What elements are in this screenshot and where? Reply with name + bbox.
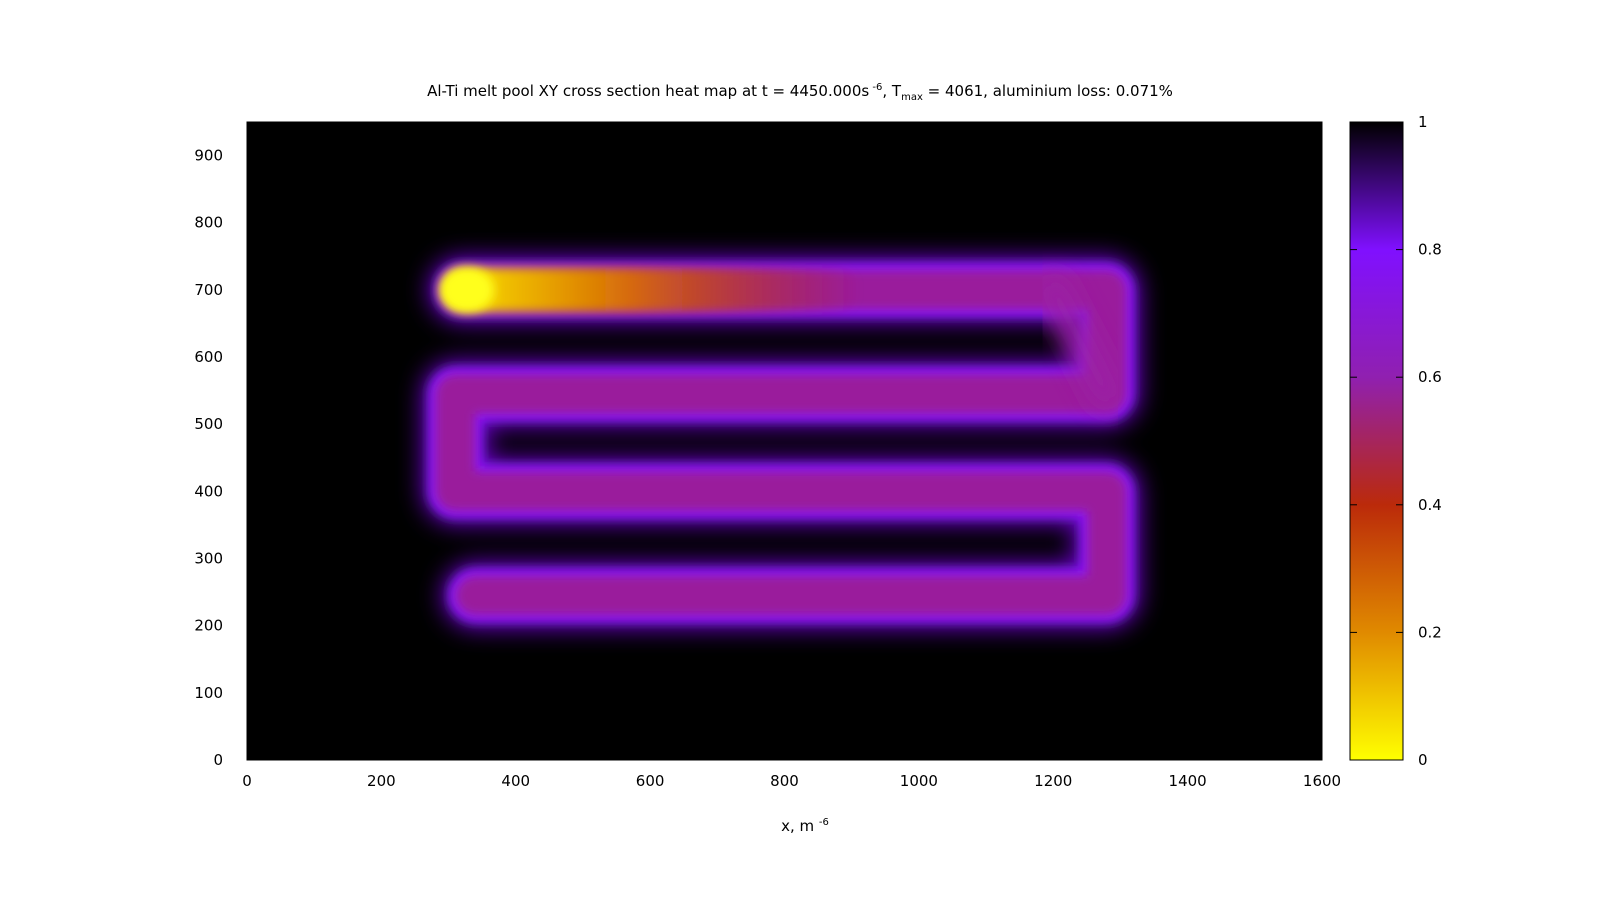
colorbar-ticks: 0 0.2 0.4 0.6 0.8 1 xyxy=(1350,113,1442,769)
y-tick-label: 400 xyxy=(194,482,223,500)
x-tick-label: 200 xyxy=(367,772,396,790)
chart-title: Al-Ti melt pool XY cross section heat ma… xyxy=(427,82,1173,103)
colorbar xyxy=(1349,121,1404,761)
y-tick-label: 300 xyxy=(194,550,223,568)
track-cool-zone xyxy=(1036,272,1124,411)
x-tick-label: 800 xyxy=(770,772,799,790)
y-tick-label: 700 xyxy=(194,281,223,299)
x-tick-label: 600 xyxy=(636,772,665,790)
colorbar-tick-label: 0.4 xyxy=(1418,496,1442,514)
y-tick-label: 600 xyxy=(194,348,223,366)
x-tick-label: 1600 xyxy=(1303,772,1341,790)
colorbar-tick-label: 0 xyxy=(1418,751,1428,769)
colorbar-tick-label: 0.6 xyxy=(1418,368,1442,386)
melt-pool-hotspot xyxy=(442,267,494,312)
track-body xyxy=(435,269,1127,616)
x-tick-label: 1400 xyxy=(1169,772,1207,790)
y-tick-label: 200 xyxy=(194,617,223,635)
x-tick-label: 1000 xyxy=(900,772,938,790)
y-tick-label: 900 xyxy=(194,147,223,165)
scan-track xyxy=(422,256,1140,629)
colorbar-tick-label: 1 xyxy=(1418,113,1428,131)
x-tick-label: 0 xyxy=(242,772,252,790)
y-tick-label: 100 xyxy=(194,684,223,702)
x-tick-label: 1200 xyxy=(1034,772,1072,790)
colorbar-tick-label: 0.8 xyxy=(1418,241,1442,259)
melt-pool-tail xyxy=(440,267,860,312)
x-axis-label: x, m -6 xyxy=(781,817,829,835)
colorbar-tick-label: 0.2 xyxy=(1418,623,1442,641)
x-tick-label: 400 xyxy=(501,772,530,790)
y-tick-label: 500 xyxy=(194,415,223,433)
y-tick-label: 0 xyxy=(213,751,223,769)
plot-background xyxy=(247,122,1322,760)
y-tick-label: 800 xyxy=(194,214,223,232)
axes: 0 200 400 600 800 1000 1200 1400 1600 0 100 200 300 4… xyxy=(194,122,1341,790)
